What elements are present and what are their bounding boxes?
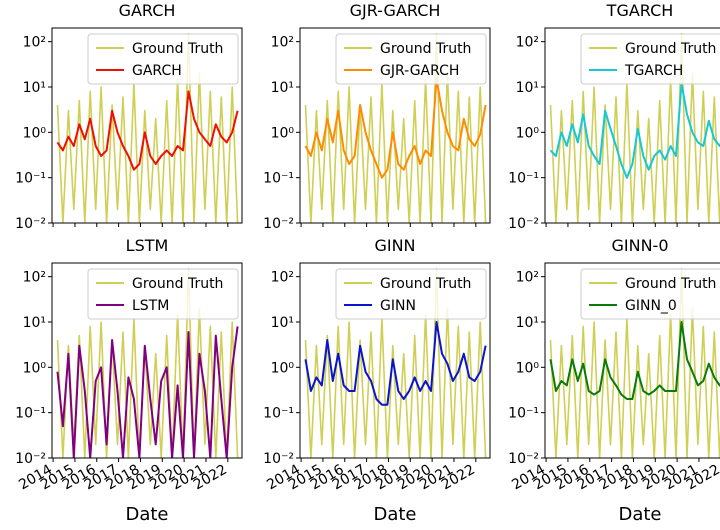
y-tick-label: 10² <box>271 270 294 286</box>
y-tick-label: 10⁰ <box>23 125 47 141</box>
subplot: TGARCH 10⁻² 10⁻¹ 10⁰ 10¹ 10² Ground Truth TGARC… <box>508 1 720 232</box>
series-line <box>56 326 239 458</box>
legend-label: GINN <box>380 298 416 314</box>
series-line <box>304 32 487 223</box>
series-line <box>549 32 720 223</box>
legend-label: TGARCH <box>624 63 683 79</box>
plot-area <box>304 267 487 458</box>
legend-label: Ground Truth <box>132 41 223 57</box>
axes-frame <box>51 262 243 459</box>
subplot-title: GINN-0 <box>611 236 668 255</box>
series-line <box>56 90 239 171</box>
legend-label: Ground Truth <box>380 276 471 292</box>
subplot: LSTM10⁻²10⁻¹10⁰10¹10²2014201520162017201… <box>15 236 243 525</box>
legend-label: LSTM <box>132 298 169 314</box>
subplot: GARCH 10⁻² 10⁻¹ 10⁰ 10¹ 10² Ground Truth GARCH <box>15 1 243 232</box>
y-tick-label: 10⁻² <box>263 451 294 467</box>
y-tick-label: 10⁻¹ <box>263 406 294 422</box>
y-tick-label: 10⁻¹ <box>15 171 46 187</box>
axes-frame <box>544 262 720 459</box>
y-tick-label: 10¹ <box>23 80 46 96</box>
legend-box <box>335 33 487 85</box>
plot-area <box>56 32 239 223</box>
legend-label: Ground Truth <box>625 276 716 292</box>
y-tick-label: 10⁻¹ <box>263 171 294 187</box>
y-tick-label: 10⁻¹ <box>15 406 46 422</box>
y-tick-label: 10⁰ <box>23 360 47 376</box>
plot-area <box>56 267 239 458</box>
subplot: GJR-GARCH 10⁻² 10⁻¹ 10⁰ 10¹ 10² Ground Truth GJ… <box>263 1 491 232</box>
y-tick-label: 10⁰ <box>516 125 540 141</box>
y-tick-label: 10⁰ <box>271 125 295 141</box>
y-tick-label: 10¹ <box>271 315 294 331</box>
subplot-title: LSTM <box>126 236 169 255</box>
legend-box <box>87 268 239 320</box>
y-tick-label: 10² <box>23 35 46 51</box>
subplot-title: GARCH <box>119 1 176 20</box>
y-tick-label: 10⁻¹ <box>508 171 539 187</box>
y-tick-label: 10² <box>516 270 539 286</box>
axes-frame <box>299 262 491 459</box>
y-tick-label: 10¹ <box>516 80 539 96</box>
legend-box <box>580 33 720 85</box>
x-axis-label: Date <box>125 504 168 525</box>
series-line <box>304 78 487 179</box>
axes-frame <box>51 27 243 224</box>
y-tick-label: 10⁻² <box>263 216 294 232</box>
y-tick-label: 10¹ <box>516 315 539 331</box>
series-line <box>549 321 720 400</box>
y-tick-label: 10⁻² <box>508 451 539 467</box>
legend-box <box>580 268 720 320</box>
legend-label: GINN_0 <box>625 298 677 314</box>
series-line <box>304 321 487 406</box>
axes-frame <box>544 27 720 224</box>
subplot-title: TGARCH <box>606 1 674 20</box>
series-line <box>56 267 239 458</box>
plot-area <box>549 267 720 458</box>
y-tick-label: 10¹ <box>271 80 294 96</box>
y-tick-label: 10² <box>23 270 46 286</box>
y-tick-label: 10¹ <box>23 315 46 331</box>
y-tick-label: 10⁻² <box>15 451 46 467</box>
y-tick-label: 10² <box>516 35 539 51</box>
legend-box <box>335 268 487 320</box>
subplot: GINN10⁻²10⁻¹10⁰10¹10²2014201520162017201… <box>263 236 491 525</box>
subplot-title: GINN <box>374 236 415 255</box>
y-tick-label: 10⁻² <box>15 216 46 232</box>
y-tick-label: 10⁰ <box>271 360 295 376</box>
series-line <box>549 267 720 458</box>
axes-frame <box>299 27 491 224</box>
plot-area <box>549 32 720 223</box>
x-axis-label: Date <box>373 504 416 525</box>
y-tick-label: 10⁻² <box>508 216 539 232</box>
subplot-title: GJR-GARCH <box>350 1 441 20</box>
series-line <box>549 82 720 179</box>
y-tick-label: 10⁻¹ <box>508 406 539 422</box>
series-line <box>56 32 239 223</box>
legend-label: Ground Truth <box>625 41 716 57</box>
y-tick-label: 10⁰ <box>516 360 540 376</box>
legend-label: Ground Truth <box>132 276 223 292</box>
legend-box <box>87 33 239 85</box>
x-axis-label: Date <box>618 504 661 525</box>
legend-label: Ground Truth <box>380 41 471 57</box>
plot-area <box>304 32 487 223</box>
legend-label: GARCH <box>132 63 182 79</box>
y-tick-label: 10² <box>271 35 294 51</box>
legend-label: GJR-GARCH <box>380 63 459 79</box>
series-line <box>304 267 487 458</box>
subplot: GINN-010⁻²10⁻¹10⁰10¹10²20142015201620172… <box>508 236 720 525</box>
